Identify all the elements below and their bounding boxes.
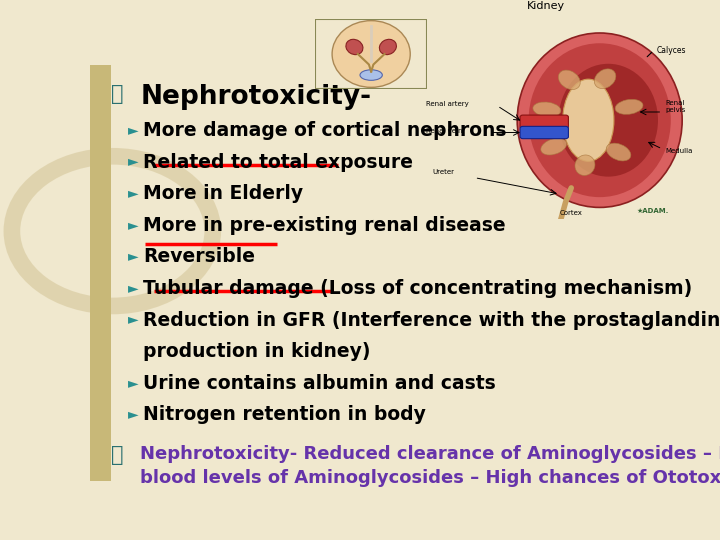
Ellipse shape xyxy=(606,143,631,161)
Ellipse shape xyxy=(559,64,658,177)
Text: Renal vein: Renal vein xyxy=(426,127,463,133)
Text: More in pre-existing renal disease: More in pre-existing renal disease xyxy=(143,216,505,235)
Text: ►: ► xyxy=(128,313,138,327)
Text: Urine contains albumin and casts: Urine contains albumin and casts xyxy=(143,374,496,393)
Text: More in Elderly: More in Elderly xyxy=(143,184,303,203)
Ellipse shape xyxy=(360,70,382,80)
Ellipse shape xyxy=(332,21,410,87)
Ellipse shape xyxy=(528,43,671,197)
Text: Calyces: Calyces xyxy=(657,46,686,55)
Bar xyxy=(90,65,111,481)
Text: More damage of cortical nephrons: More damage of cortical nephrons xyxy=(143,121,506,140)
Ellipse shape xyxy=(558,70,580,90)
FancyBboxPatch shape xyxy=(520,115,568,129)
Text: ►: ► xyxy=(128,123,138,137)
Text: Nephrotoxicity-: Nephrotoxicity- xyxy=(140,84,372,110)
Ellipse shape xyxy=(533,102,561,117)
Text: ►: ► xyxy=(128,249,138,264)
Text: ►: ► xyxy=(128,281,138,295)
Text: ►: ► xyxy=(128,218,138,232)
Text: ༾: ༾ xyxy=(111,446,123,465)
Ellipse shape xyxy=(615,99,643,114)
Text: Cortex: Cortex xyxy=(560,210,582,215)
Text: Ureter: Ureter xyxy=(432,168,454,174)
Text: Reversible: Reversible xyxy=(143,247,255,266)
Text: ►: ► xyxy=(128,407,138,421)
Ellipse shape xyxy=(346,39,363,55)
Text: ►: ► xyxy=(128,376,138,390)
Ellipse shape xyxy=(379,39,397,55)
Text: Renal artery: Renal artery xyxy=(426,101,469,107)
Text: Renal
pelvis: Renal pelvis xyxy=(665,100,685,113)
Ellipse shape xyxy=(541,138,567,155)
Ellipse shape xyxy=(517,33,682,207)
FancyBboxPatch shape xyxy=(520,126,568,139)
Text: Kidney: Kidney xyxy=(527,1,564,11)
Text: Reduction in GFR (Interference with the prostaglandin: Reduction in GFR (Interference with the … xyxy=(143,310,720,329)
Text: ►: ► xyxy=(128,154,138,168)
Text: Medulla: Medulla xyxy=(665,148,693,154)
Text: production in kidney): production in kidney) xyxy=(143,342,371,361)
Text: ►: ► xyxy=(128,186,138,200)
Ellipse shape xyxy=(563,79,614,161)
Text: ★ADAM.: ★ADAM. xyxy=(636,207,669,213)
Text: Nephrotoxicity- Reduced clearance of Aminoglycosides – High
blood levels of Amin: Nephrotoxicity- Reduced clearance of Ami… xyxy=(140,446,720,487)
Ellipse shape xyxy=(575,155,595,176)
Ellipse shape xyxy=(595,69,616,89)
Text: ༾: ༾ xyxy=(111,84,123,104)
Text: Nitrogen retention in body: Nitrogen retention in body xyxy=(143,406,426,424)
Text: Tubular damage (Loss of concentrating mechanism): Tubular damage (Loss of concentrating me… xyxy=(143,279,692,298)
Text: Related to total exposure: Related to total exposure xyxy=(143,152,413,172)
